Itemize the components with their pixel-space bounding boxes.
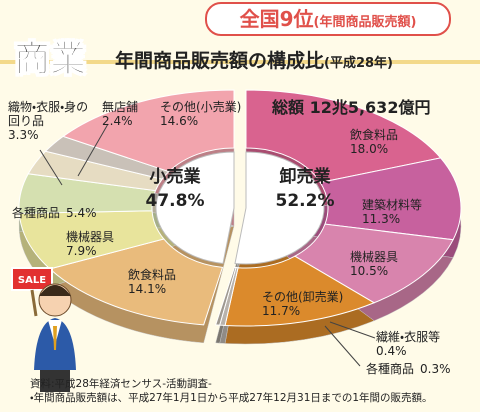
category-name: 無店舗 bbox=[102, 100, 139, 114]
slice bbox=[215, 266, 237, 326]
category-name: 飲食料品 bbox=[128, 268, 177, 282]
source-line: 資料:平成28年経済センサス-活動調査- bbox=[30, 378, 212, 390]
category-name: 各種商品 bbox=[12, 206, 61, 220]
group-name: 小売業 bbox=[149, 167, 201, 187]
group-label: 卸売業 52.2% bbox=[260, 165, 350, 213]
leader-line bbox=[324, 325, 361, 367]
value-label: 7.9% bbox=[66, 244, 97, 258]
slice bbox=[62, 89, 235, 173]
source: 資料:平成28年経済センサス-活動調査- ・年間商品販売額は、平成27年1月1日… bbox=[30, 377, 433, 405]
slice-label: 建築材料等 11.3% bbox=[362, 198, 422, 226]
category-name: 繊維・衣服等 bbox=[376, 330, 441, 344]
group-hole bbox=[234, 151, 325, 265]
value-label: 0.4% bbox=[376, 344, 407, 358]
slice bbox=[48, 238, 224, 326]
leader-lines bbox=[39, 123, 376, 367]
group-name: 卸売業 bbox=[279, 167, 331, 187]
slice-label: 機械器具 10.5% bbox=[350, 250, 398, 278]
slice-label: 各種商品 0.3% bbox=[366, 362, 451, 376]
legs bbox=[40, 370, 70, 392]
label-line: 各種商品 0.3% bbox=[366, 362, 451, 376]
slice-label: 機械器具 7.9% bbox=[66, 230, 114, 258]
sign-text: SALE bbox=[18, 275, 46, 286]
group-value: 52.2% bbox=[275, 191, 335, 211]
leader-line bbox=[39, 149, 63, 186]
category-name: 機械器具 bbox=[350, 250, 399, 264]
subtitle: 年間商品販売額の構成比 bbox=[115, 50, 325, 72]
value-label: 14.1% bbox=[128, 282, 167, 296]
pie-top bbox=[18, 89, 462, 327]
category-name: 建築材料等 bbox=[362, 198, 423, 212]
slice-label: 繊維・衣服等 0.4% bbox=[376, 330, 440, 358]
group-label: 小売業 47.8% bbox=[130, 165, 220, 213]
value-label: 0.3% bbox=[420, 362, 451, 376]
category-name: 各種商品 bbox=[366, 362, 415, 376]
rank-badge: 全国9位(年間商品販売額) bbox=[205, 2, 451, 36]
value-label: 18.0% bbox=[350, 142, 389, 156]
pie bbox=[18, 89, 462, 345]
category-name: 織物・衣服・身の回り品 bbox=[8, 100, 89, 128]
slice-label: 無店舗 2.4% bbox=[102, 100, 138, 128]
rank: 全国9位 bbox=[239, 7, 314, 31]
year: (平成28年) bbox=[324, 56, 393, 71]
slice bbox=[319, 157, 462, 241]
sign-pole bbox=[30, 289, 38, 317]
rank-note: (年間商品販売額) bbox=[313, 15, 417, 30]
leader-line bbox=[329, 321, 376, 339]
value-label: 2.4% bbox=[102, 114, 133, 128]
value-label: 3.3% bbox=[8, 128, 39, 142]
total: 総額 12兆5,632億円 bbox=[272, 98, 431, 117]
title-rule bbox=[0, 60, 480, 64]
subtitle-wrap: 年間商品販売額の構成比(平成28年) bbox=[115, 46, 393, 73]
group-hole bbox=[155, 151, 235, 264]
value-label: 14.6% bbox=[160, 114, 199, 128]
source-line: ・年間商品販売額は、平成27年1月1日から平成27年12月31日までの1年間の販… bbox=[30, 392, 433, 404]
character bbox=[11, 267, 76, 392]
hair bbox=[39, 285, 71, 296]
slice-label: 織物・衣服・身の回り品 3.3% bbox=[8, 100, 92, 142]
slice-label: その他(小売業) 14.6% bbox=[160, 100, 241, 128]
category-name: 機械器具 bbox=[66, 230, 115, 244]
chart-title: 商業 bbox=[13, 39, 87, 81]
label-line: 各種商品 5.4% bbox=[12, 206, 97, 220]
sign-board bbox=[11, 267, 53, 291]
slice-label: 飲食料品 18.0% bbox=[350, 128, 398, 156]
leader-line bbox=[77, 123, 109, 177]
slice bbox=[224, 255, 376, 327]
category-name: その他(卸売業) bbox=[262, 290, 344, 304]
category-name: 飲食料品 bbox=[350, 128, 399, 142]
slice bbox=[245, 89, 442, 184]
value-label: 5.4% bbox=[66, 206, 97, 220]
slice-label: その他(卸売業) 11.7% bbox=[262, 290, 343, 318]
category-name: その他(小売業) bbox=[160, 100, 242, 114]
slice-label: 飲食料品 14.1% bbox=[128, 268, 176, 296]
value-label: 11.3% bbox=[362, 212, 401, 226]
value-label: 11.7% bbox=[262, 304, 301, 318]
group-value: 47.8% bbox=[145, 191, 205, 211]
tie bbox=[53, 326, 57, 350]
value-label: 10.5% bbox=[350, 264, 389, 278]
slice-label: 各種商品 5.4% bbox=[12, 206, 97, 220]
